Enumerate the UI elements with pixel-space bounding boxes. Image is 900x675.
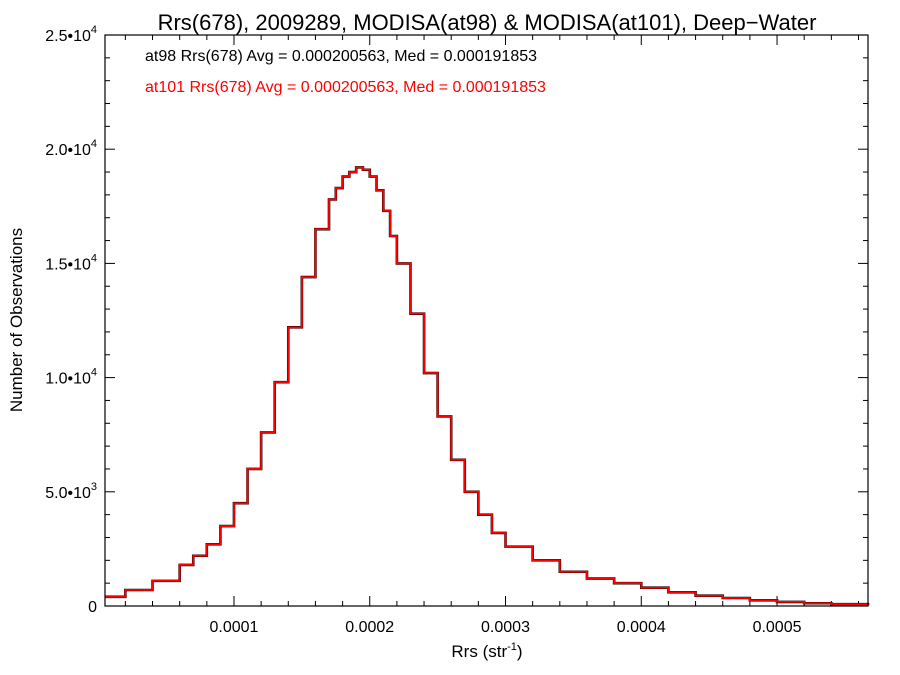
annotation-at101: at101 Rrs(678) Avg = 0.000200563, Med = …	[145, 79, 546, 96]
y-tick-label: 1.0•104	[45, 367, 97, 388]
y-tick-label: 5.0•103	[45, 481, 97, 502]
y-tick-label: 1.5•104	[45, 252, 97, 273]
series-layer	[105, 166, 870, 606]
y-axis-label: Number of Observations	[7, 228, 26, 412]
y-tick-label: 2.5•104	[45, 24, 97, 45]
y-tick-label: 0	[88, 599, 97, 616]
x-tick-label: 0.0002	[345, 619, 394, 636]
x-tick-label: 0.0003	[481, 619, 530, 636]
chart-title: Rrs(678), 2009289, MODISA(at98) & MODISA…	[158, 10, 817, 35]
series-line-at101	[105, 166, 869, 606]
plot-frame	[104, 34, 869, 607]
annotation-at98: at98 Rrs(678) Avg = 0.000200563, Med = 0…	[145, 48, 537, 65]
x-tick-label: 0.0005	[753, 619, 802, 636]
y-tick-label: 2.0•104	[45, 138, 97, 159]
x-tick-label: 0.0004	[617, 619, 666, 636]
x-axis-label: Rrs (str-1)	[451, 641, 522, 661]
x-tick-label: 0.0001	[210, 619, 259, 636]
axis-ticks: 0.0001 0.0002 0.0003 0.0004 0.0005 0 5.0•103 1.…	[45, 24, 868, 636]
